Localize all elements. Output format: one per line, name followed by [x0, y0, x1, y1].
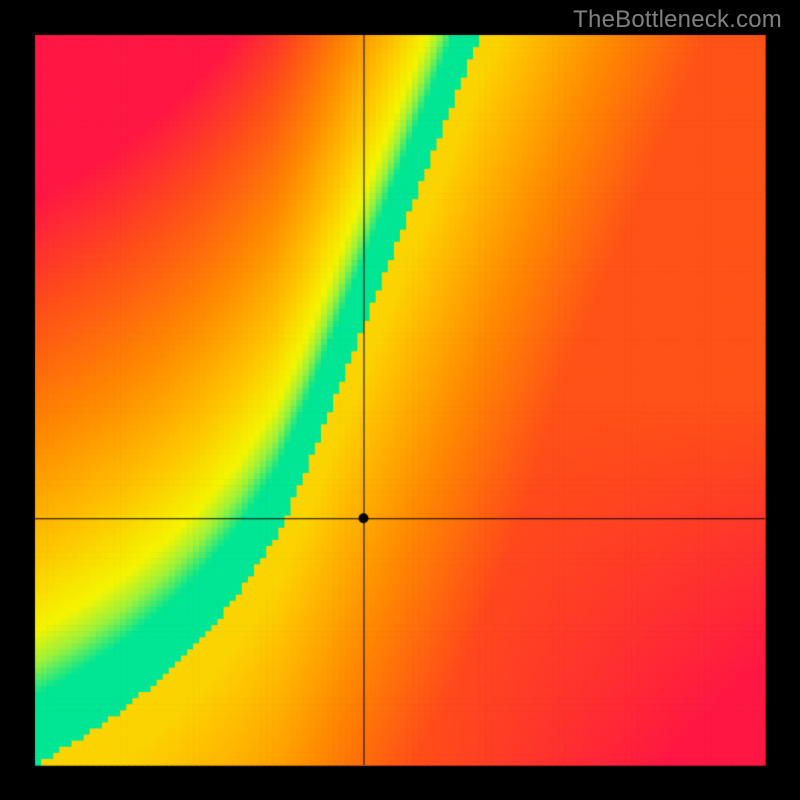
- watermark-text: TheBottleneck.com: [573, 6, 782, 34]
- chart-container: TheBottleneck.com: [0, 0, 800, 800]
- crosshair-overlay: [0, 0, 800, 800]
